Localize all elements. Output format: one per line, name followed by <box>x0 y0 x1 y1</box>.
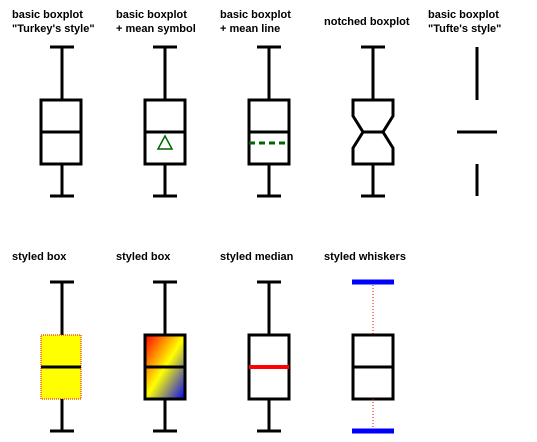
panel-9-boxplot <box>351 279 395 434</box>
panel-1-boxplot <box>39 45 83 198</box>
panel-4-notched-box <box>351 98 395 166</box>
panel-5-title-line-2: "Tufte's style" <box>428 23 502 35</box>
panel-2-boxplot <box>143 45 187 198</box>
panel-1-title: basic boxplot "Turkey's style" <box>12 8 95 36</box>
panel-5-title: basic boxplot "Tufte's style" <box>428 8 501 36</box>
panel-6-title: styled box <box>12 250 66 264</box>
panel-4-boxplot <box>351 45 395 198</box>
panel-8-boxplot <box>247 280 291 433</box>
panel-6-title-line-1: styled box <box>12 251 67 263</box>
panel-3-title: basic boxplot + mean line <box>220 8 291 36</box>
panel-2-title: basic boxplot + mean symbol <box>116 8 196 36</box>
panel-9-title-line-1: styled whiskers <box>324 251 406 263</box>
panel-7-title-line-1: styled box <box>116 251 171 263</box>
panel-2-title-line-2: + mean symbol <box>116 23 196 35</box>
panel-4-title: notched boxplot <box>324 15 410 29</box>
panel-2-title-line-1: basic boxplot <box>116 9 187 21</box>
panel-4-title-line-1: notched boxplot <box>324 16 410 28</box>
panel-1-title-line-1: basic boxplot <box>12 9 83 21</box>
panel-6-boxplot <box>40 280 82 433</box>
panel-9-title: styled whiskers <box>324 250 406 264</box>
panel-5-title-line-1: basic boxplot <box>428 9 499 21</box>
panel-7-title: styled box <box>116 250 170 264</box>
panel-7-boxplot <box>143 280 187 433</box>
panel-2-mean-triangle-marker <box>156 134 174 150</box>
panel-8-title-line-1: styled median <box>220 251 294 263</box>
panel-3-boxplot <box>247 45 291 198</box>
panel-1-title-line-2: "Turkey's style" <box>12 23 95 35</box>
panel-3-title-line-2: + mean line <box>220 23 281 35</box>
panel-8-title: styled median <box>220 250 293 264</box>
panel-3-title-line-1: basic boxplot <box>220 9 291 21</box>
panel-5-boxplot <box>457 47 497 196</box>
